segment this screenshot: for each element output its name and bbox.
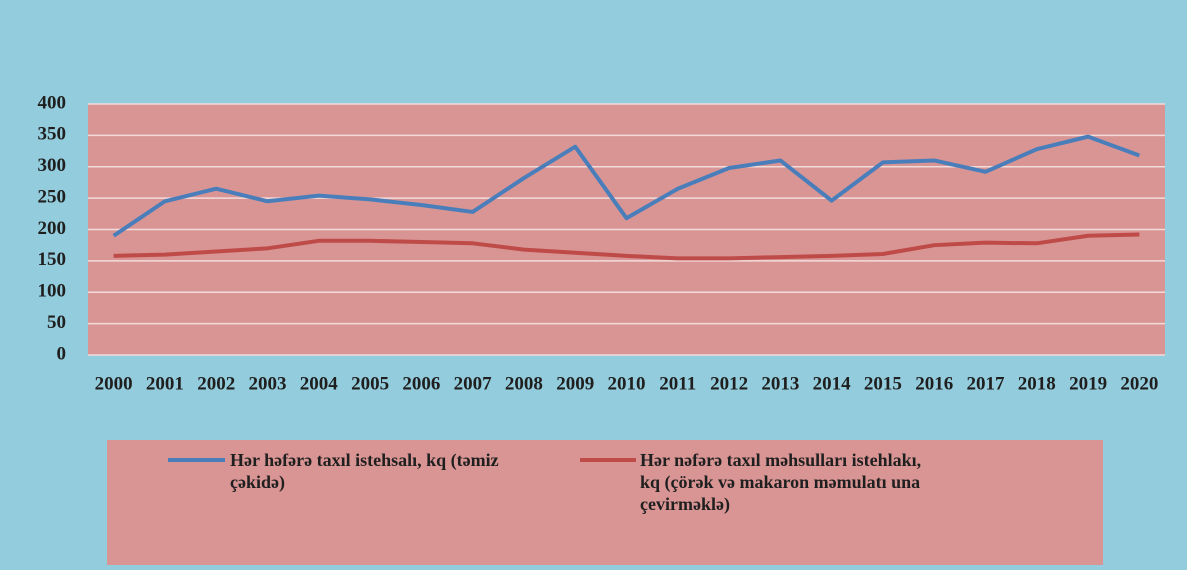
- x-tick-label: 2005: [351, 373, 389, 394]
- x-tick-label: 2010: [608, 373, 646, 394]
- x-tick-label: 2012: [710, 373, 748, 394]
- series-line: [113, 232, 1140, 261]
- x-tick-label: 2008: [505, 373, 543, 394]
- series-line: [112, 134, 1141, 238]
- x-tick-label: 2019: [1069, 373, 1107, 394]
- x-tick-label: 2020: [1120, 373, 1158, 394]
- x-tick-label: 2003: [249, 373, 287, 394]
- y-tick-label: 350: [38, 124, 67, 145]
- x-tick-label: 2000: [95, 373, 133, 394]
- x-tick-label: 2014: [813, 373, 852, 394]
- x-tick-label: 2016: [915, 373, 953, 394]
- x-tick-label: 2011: [659, 373, 696, 394]
- y-tick-label: 400: [38, 92, 67, 113]
- x-tick-label: 2006: [402, 373, 440, 394]
- legend-label: Hər nəfərə taxıl məhsulları istehlakı, k…: [640, 450, 922, 514]
- y-tick-label: 200: [38, 218, 67, 239]
- x-tick-label: 2001: [146, 373, 184, 394]
- y-tick-label: 50: [47, 312, 66, 333]
- y-tick-label: 300: [38, 155, 67, 176]
- x-tick-label: 2017: [967, 373, 1006, 394]
- x-tick-label: 2002: [197, 373, 235, 394]
- legend-label: Hər həfərə taxıl istehsalı, kq (təmiz çə…: [230, 450, 499, 492]
- y-tick-label: 100: [38, 281, 67, 302]
- x-tick-label: 2004: [300, 373, 339, 394]
- x-tick-label: 2013: [761, 373, 799, 394]
- x-tick-label: 2009: [556, 373, 594, 394]
- x-tick-label: 2007: [454, 373, 493, 394]
- x-tick-label: 2018: [1018, 373, 1056, 394]
- x-tick-label: 2015: [864, 373, 902, 394]
- y-tick-label: 0: [57, 343, 67, 364]
- y-tick-label: 150: [38, 249, 67, 270]
- y-tick-label: 250: [38, 186, 67, 207]
